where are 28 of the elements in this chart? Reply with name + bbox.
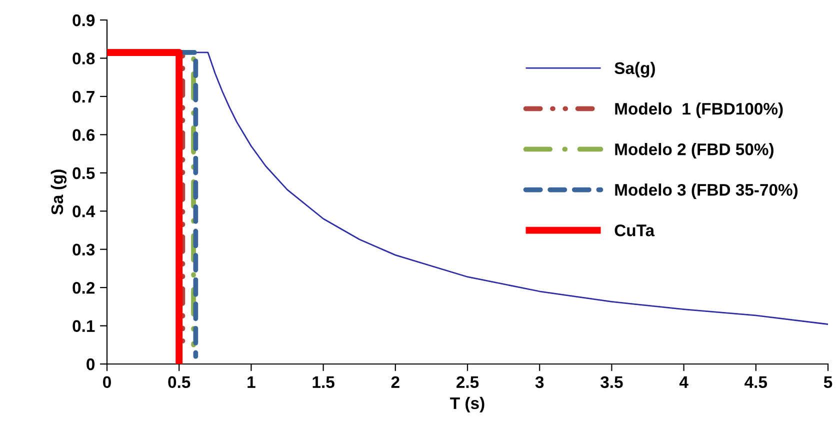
x-tick-label: 2 xyxy=(391,376,400,388)
x-tick-label: 5 xyxy=(824,376,832,388)
legend-label: Modelo 3 (FBD 35-70%) xyxy=(615,184,798,200)
x-tick-label: 0.5 xyxy=(168,376,190,388)
y-tick-label: 0.3 xyxy=(72,244,95,256)
x-axis-title: T (s) xyxy=(450,396,484,412)
x-tick-label: 3.5 xyxy=(600,376,623,388)
y-tick-label: 0.2 xyxy=(72,282,95,294)
y-tick-label: 0.7 xyxy=(72,90,94,103)
legend-label: Modelo 1 (FBD100%) xyxy=(615,102,783,118)
y-axis-title: Sa (g) xyxy=(50,170,66,215)
y-tick-label: 0.5 xyxy=(72,167,95,180)
legend-label: Modelo 2 (FBD 50%) xyxy=(615,142,774,159)
x-tick-label: 1 xyxy=(248,376,256,388)
y-tick-label: 0 xyxy=(86,358,95,370)
x-tick-label: 0 xyxy=(103,376,111,388)
y-tick-label: 0.4 xyxy=(72,206,96,218)
x-tick-label: 4 xyxy=(679,376,688,388)
x-tick-label: 4.5 xyxy=(744,376,768,388)
legend-label: Sa(g) xyxy=(614,62,655,78)
x-tick-label: 2.5 xyxy=(456,376,479,388)
legend-label: CuTa xyxy=(614,224,655,236)
y-tick-label: 0.1 xyxy=(72,320,95,332)
x-tick-label: 3 xyxy=(535,376,544,388)
y-tick-label: 0.6 xyxy=(72,129,95,141)
y-tick-label: 0.9 xyxy=(72,14,95,26)
x-tick-label: 1.5 xyxy=(312,376,334,388)
y-tick-label: 0.8 xyxy=(72,52,95,64)
